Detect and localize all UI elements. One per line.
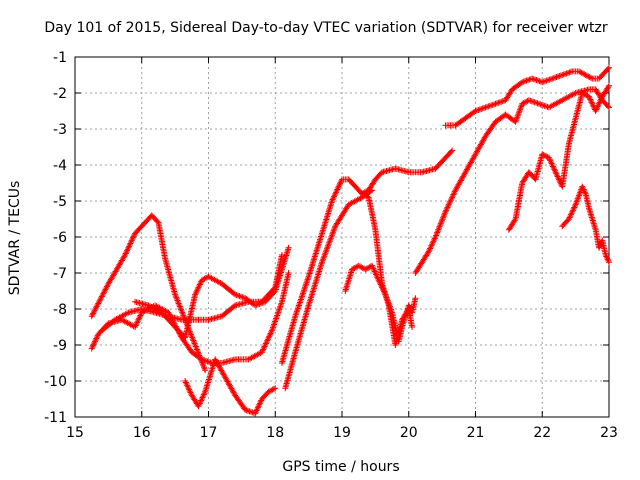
y-tick-label: -11 bbox=[44, 410, 67, 426]
x-tick-labels: 15 16 17 18 19 20 21 22 23 bbox=[66, 425, 618, 441]
series-markers bbox=[412, 86, 612, 276]
series-markers bbox=[182, 356, 279, 417]
series-markers bbox=[359, 190, 416, 348]
y-tick-labels: -1 -2 -3 -4 -5 -6 -7 -8 -9 -10 -11 bbox=[44, 50, 67, 426]
y-tick-label: -6 bbox=[53, 230, 67, 246]
series-9 bbox=[359, 190, 416, 348]
series-markers bbox=[505, 82, 612, 233]
series-markers bbox=[559, 183, 612, 266]
x-tick-label: 18 bbox=[266, 425, 284, 441]
series-4 bbox=[132, 244, 292, 341]
series-markers bbox=[278, 147, 456, 366]
x-tick-label: 17 bbox=[200, 425, 218, 441]
x-tick-label: 15 bbox=[66, 425, 84, 441]
x-tick-label: 22 bbox=[533, 425, 551, 441]
y-tick-label: -10 bbox=[44, 374, 67, 390]
grid-lines bbox=[75, 57, 609, 417]
series-markers bbox=[132, 244, 292, 341]
series-10 bbox=[412, 86, 612, 276]
x-tick-label: 20 bbox=[400, 425, 418, 441]
series-7 bbox=[282, 187, 376, 392]
y-tick-label: -9 bbox=[53, 338, 67, 354]
series-markers bbox=[88, 212, 209, 374]
chart-title: Day 101 of 2015, Sidereal Day-to-day VTE… bbox=[44, 20, 608, 36]
y-tick-label: -2 bbox=[53, 86, 67, 102]
data-series bbox=[88, 64, 612, 417]
series-11 bbox=[442, 64, 612, 129]
y-tick-label: -8 bbox=[53, 302, 67, 318]
series-5 bbox=[182, 356, 279, 417]
y-tick-label: -5 bbox=[53, 194, 67, 210]
x-tick-label: 21 bbox=[467, 425, 485, 441]
series-6 bbox=[278, 147, 456, 366]
series-markers bbox=[282, 187, 376, 392]
y-tick-label: -3 bbox=[53, 122, 67, 138]
series-markers bbox=[442, 64, 612, 129]
series-13 bbox=[559, 183, 612, 266]
y-tick-label: -4 bbox=[53, 158, 67, 174]
x-tick-label: 23 bbox=[600, 425, 618, 441]
series-12 bbox=[505, 82, 612, 233]
y-axis-label: SDTVAR / TECUs bbox=[7, 181, 23, 296]
x-tick-label: 16 bbox=[133, 425, 151, 441]
x-axis-label: GPS time / hours bbox=[282, 459, 399, 475]
y-tick-label: -7 bbox=[53, 266, 67, 282]
x-tick-label: 19 bbox=[333, 425, 351, 441]
series-1 bbox=[88, 212, 209, 374]
y-tick-label: -1 bbox=[53, 50, 67, 66]
axis-ticks bbox=[74, 56, 610, 418]
